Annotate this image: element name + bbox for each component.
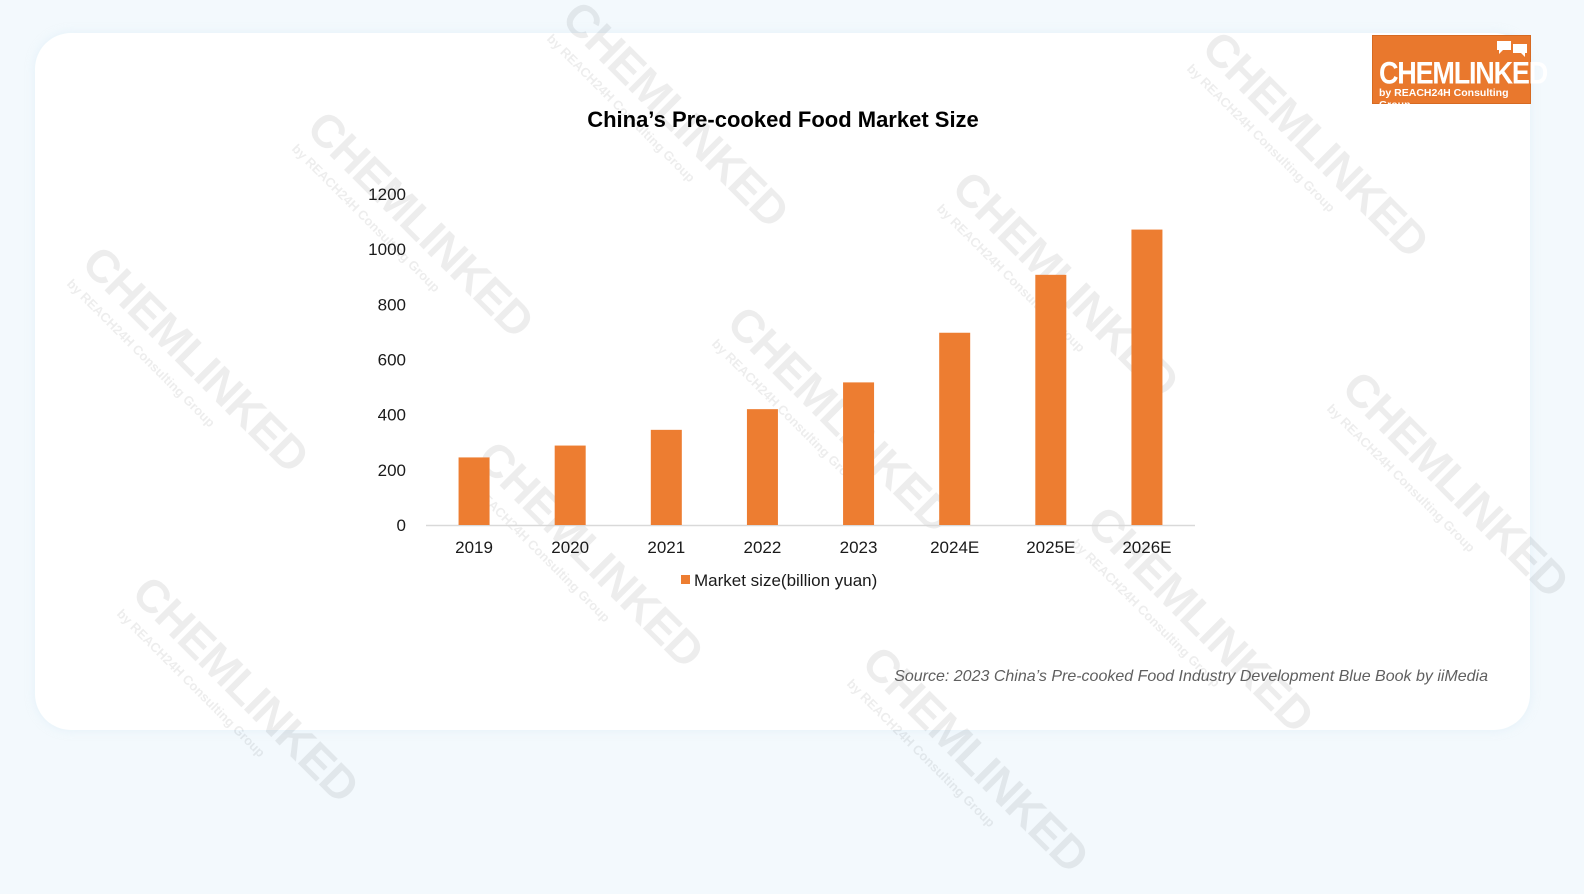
y-tick-label: 400: [378, 406, 406, 425]
bar: [1131, 229, 1163, 525]
x-tick-label: 2023: [840, 538, 878, 557]
bar: [746, 409, 778, 525]
bar: [939, 332, 971, 525]
y-tick-label: 1200: [368, 185, 406, 204]
logo-subtitle: by REACH24H Consulting Group: [1379, 87, 1509, 111]
bar: [458, 457, 490, 525]
y-tick-label: 600: [378, 351, 406, 370]
x-tick-label: 2024E: [930, 538, 979, 557]
chart-title: China’s Pre-cooked Food Market Size: [587, 107, 979, 132]
bar: [650, 429, 682, 525]
chemlinked-logo: CHEMLINKED by REACH24H Consulting Group: [1372, 35, 1548, 111]
x-tick-label: 2021: [647, 538, 685, 557]
bar: [554, 445, 586, 525]
source-note: Source: 2023 China’s Pre-cooked Food Ind…: [894, 668, 1488, 685]
x-tick-label: 2022: [744, 538, 782, 557]
bar-chart: 0 200 400 600 800 1000 1200 2019 2020 2021 2022 202…: [368, 185, 1195, 590]
legend-label: Market size(billion yuan): [694, 571, 877, 590]
bar: [843, 382, 875, 525]
x-tick-label: 2025E: [1026, 538, 1075, 557]
y-tick-label: 0: [397, 516, 406, 535]
x-tick-label: 2019: [455, 538, 493, 557]
bar: [1035, 274, 1067, 525]
x-tick-label: 2026E: [1122, 538, 1171, 557]
y-tick-label: 1000: [368, 240, 406, 259]
legend-swatch: [681, 575, 690, 584]
chart-card: [35, 33, 1530, 730]
y-tick-label: 200: [378, 461, 406, 480]
chat-bubbles-icon: [1497, 41, 1527, 57]
y-tick-label: 800: [378, 295, 406, 314]
logo-text: CHEMLINKED: [1379, 56, 1548, 91]
x-tick-label: 2020: [551, 538, 589, 557]
